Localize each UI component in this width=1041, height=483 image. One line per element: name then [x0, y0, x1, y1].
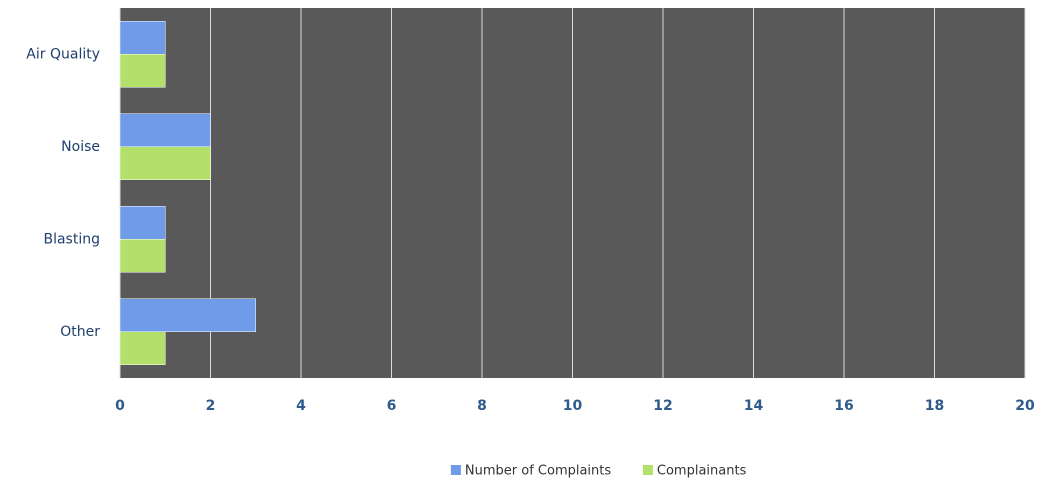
x-tick-label: 6: [387, 398, 397, 414]
bar: [119, 54, 166, 88]
legend-label: Complainants: [657, 464, 747, 479]
y-tick-label: Air Quality: [26, 46, 100, 62]
bar: [119, 146, 211, 180]
x-tick-label: 8: [477, 398, 487, 414]
x-tick-label: 2: [206, 398, 216, 414]
x-tick-label: 0: [115, 398, 125, 414]
legend-swatch: [450, 465, 461, 475]
bar: [119, 21, 166, 55]
legend-swatch: [642, 465, 653, 475]
bar: [119, 298, 256, 332]
x-tick-label: 18: [925, 398, 944, 414]
bar: [119, 239, 166, 273]
legend-label: Number of Complaints: [465, 464, 611, 479]
x-tick-label: 4: [296, 398, 306, 414]
y-tick-label: Blasting: [43, 231, 100, 247]
x-tick-label: 12: [653, 398, 672, 414]
x-tick-label: 14: [744, 398, 764, 414]
y-tick-label: Other: [60, 324, 100, 340]
bar: [119, 113, 211, 147]
x-tick-label: 10: [563, 398, 583, 414]
x-tick-label: 16: [834, 398, 853, 414]
y-tick-label: Noise: [61, 139, 100, 155]
x-tick-label: 20: [1015, 398, 1035, 414]
bar: [119, 206, 166, 240]
bar: [119, 331, 166, 365]
